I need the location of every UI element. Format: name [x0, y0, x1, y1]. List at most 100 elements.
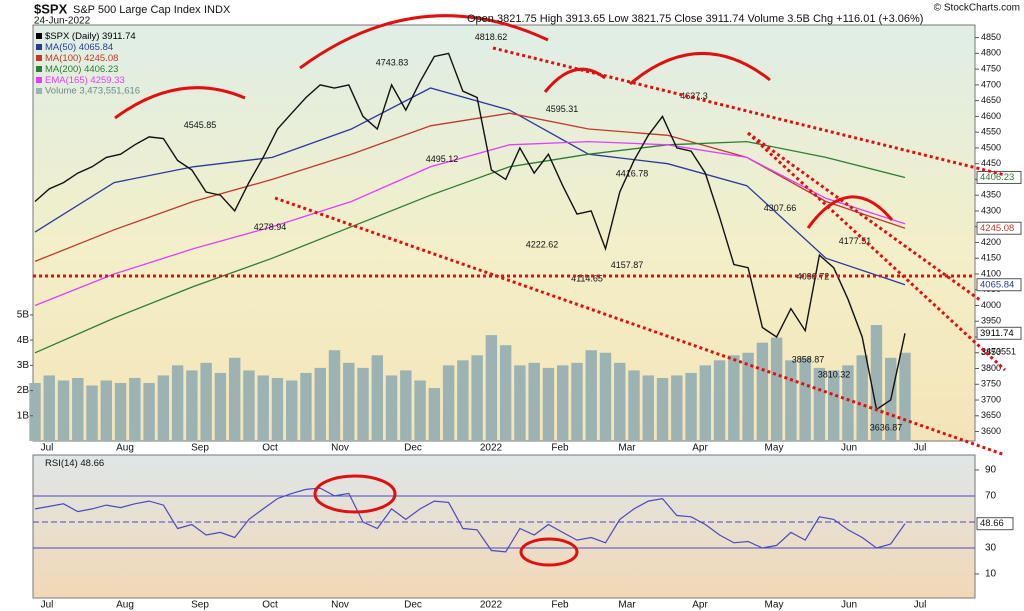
y-tick-label: 4800 [981, 48, 1001, 58]
price-annotation: 4278.94 [254, 222, 287, 232]
volume-bar [343, 362, 355, 441]
y-tick-label: 4300 [981, 205, 1001, 215]
volume-bar [271, 377, 284, 441]
volume-bar [257, 375, 269, 441]
legend-entry: MA(50) 4065.84 [45, 42, 113, 53]
legend-swatch [36, 33, 42, 39]
volume-tick-label: 1B [17, 410, 30, 421]
last-value-box [976, 326, 1022, 340]
volume-bar [770, 337, 783, 441]
y-tick-label: 4650 [981, 95, 1001, 105]
volume-tick-label: 4B [17, 335, 30, 346]
y-tick-label: 3850 [981, 347, 1001, 357]
x-tick-label: Sep [191, 443, 209, 454]
x-tick-label: Jun [841, 443, 857, 454]
volume-bar [400, 370, 412, 441]
y-tick-label: 4000 [981, 300, 1001, 310]
legend-value: 3911.74 [102, 31, 136, 42]
volume-bar [414, 380, 426, 441]
legend-entry: Volume 3,473,551,616 [45, 86, 140, 97]
volume-bar [228, 357, 241, 441]
price-annotation: 4545.85 [184, 120, 217, 130]
volume-bar [856, 355, 868, 441]
legend-swatch [36, 77, 42, 83]
price-annotation: 4743.83 [376, 57, 409, 67]
volume-bar [100, 380, 113, 441]
volume-bar [614, 362, 626, 441]
x-tick-label: 2022 [480, 600, 503, 611]
price-annotation: 3858.87 [792, 354, 825, 364]
legend-value: 4259.33 [90, 75, 124, 86]
index-name: S&P 500 Large Cap Index [73, 4, 201, 16]
volume-bar [799, 357, 811, 441]
volume-bar [899, 352, 911, 441]
volume-bar [485, 335, 498, 441]
legend-entry: EMA(165) 4259.33 [45, 75, 125, 86]
rsi-tick-label: 10 [985, 569, 997, 580]
last-value-label: 4406.23 [980, 172, 1014, 183]
volume-bar [286, 380, 298, 441]
volume-bar [870, 325, 883, 441]
x-tick-label: Dec [404, 600, 422, 611]
x-tick-label: May [765, 443, 784, 454]
volume-bar [57, 380, 70, 441]
price-annotation: 4495.12 [426, 154, 459, 164]
legend-swatch [36, 44, 42, 50]
volume-bar [671, 375, 683, 441]
rsi-tick-label: 70 [985, 491, 997, 502]
x-tick-label: Mar [618, 600, 636, 611]
legend-value: 4065.84 [79, 42, 113, 53]
volume-bar [29, 383, 41, 441]
volume-bar [628, 370, 640, 441]
volume-bar [72, 377, 84, 441]
y-tick-label: 4100 [981, 268, 1001, 278]
volume-bar [371, 355, 383, 441]
y-tick-label: 3750 [981, 379, 1001, 389]
legend-value: 4406.23 [84, 64, 118, 75]
volume-bar [314, 367, 326, 441]
volume-bar [200, 362, 212, 441]
rsi-legend: RSI(14) 48.66 [45, 458, 104, 469]
x-tick-label: Sep [191, 600, 209, 611]
volume-bar [585, 350, 597, 441]
exchange: INDX [204, 4, 231, 16]
volume-bar [785, 360, 797, 441]
last-value-box [976, 170, 1022, 184]
y-tick-label: 4850 [981, 32, 1001, 42]
volume-bar [827, 370, 840, 441]
price-annotation: 4416.78 [616, 169, 649, 179]
moving-average-line [34, 140, 906, 307]
volume-tick-label: 5B [17, 310, 30, 321]
volume-bar [129, 377, 141, 441]
legend-value: 4245.08 [84, 53, 118, 64]
price-annotation: 4222.62 [526, 240, 559, 250]
price-annotation: 4595.31 [546, 104, 579, 114]
price-annotation: 4307.66 [764, 203, 797, 213]
rsi-last-box [976, 517, 1014, 531]
volume-bar [214, 372, 227, 441]
volume-bar [542, 367, 555, 441]
x-tick-label: Jul [914, 600, 927, 611]
volume-bar [842, 365, 854, 441]
volume-bar [157, 375, 170, 441]
rsi-last-label: 48.66 [980, 518, 1004, 529]
legend-entry: MA(100) 4245.08 [45, 53, 118, 64]
volume-tick-label: 2B [17, 385, 30, 396]
volume-bar [428, 388, 441, 441]
rsi-legend-value: 48.66 [80, 458, 104, 469]
legend-name: MA(50) [45, 42, 76, 53]
quote: Open 3821.75 High 3913.65 Low 3821.75 Cl… [467, 13, 923, 25]
price-annotation: 4818.62 [475, 32, 508, 42]
legend-swatch [36, 55, 42, 61]
rsi-ellipses [313, 474, 579, 567]
volume-bar [457, 360, 469, 441]
x-tick-label: May [765, 600, 784, 611]
symbol: $SPX [34, 1, 68, 16]
date: 24-Jun-2022 [34, 16, 91, 27]
price-annotation: 4157.87 [611, 260, 644, 270]
volume-bar [642, 375, 654, 441]
x-tick-label: Dec [404, 443, 422, 454]
price-annotation: 3810.32 [818, 370, 851, 380]
volume-bar [514, 365, 526, 441]
